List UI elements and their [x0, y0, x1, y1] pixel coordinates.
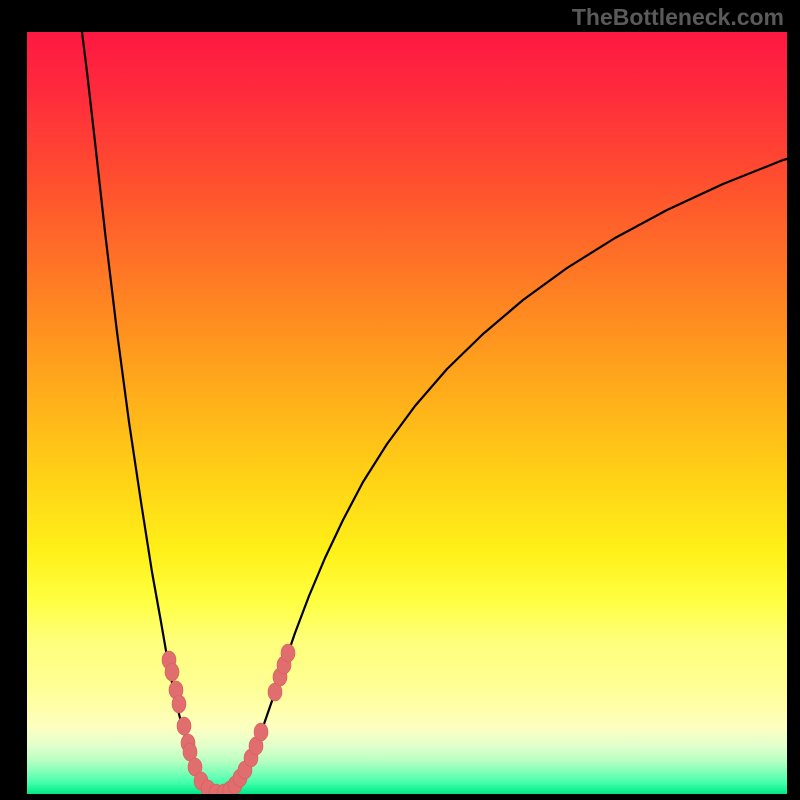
left-curve — [82, 32, 223, 794]
chart-svg — [27, 32, 787, 794]
marker-dot — [177, 717, 191, 735]
marker-dot — [165, 663, 179, 681]
marker-dot — [254, 723, 268, 741]
marker-group — [162, 644, 295, 794]
watermark-text: TheBottleneck.com — [572, 4, 784, 31]
marker-dot — [172, 695, 186, 713]
marker-dot — [281, 644, 295, 662]
plot-area — [27, 32, 787, 794]
right-curve — [223, 159, 787, 794]
